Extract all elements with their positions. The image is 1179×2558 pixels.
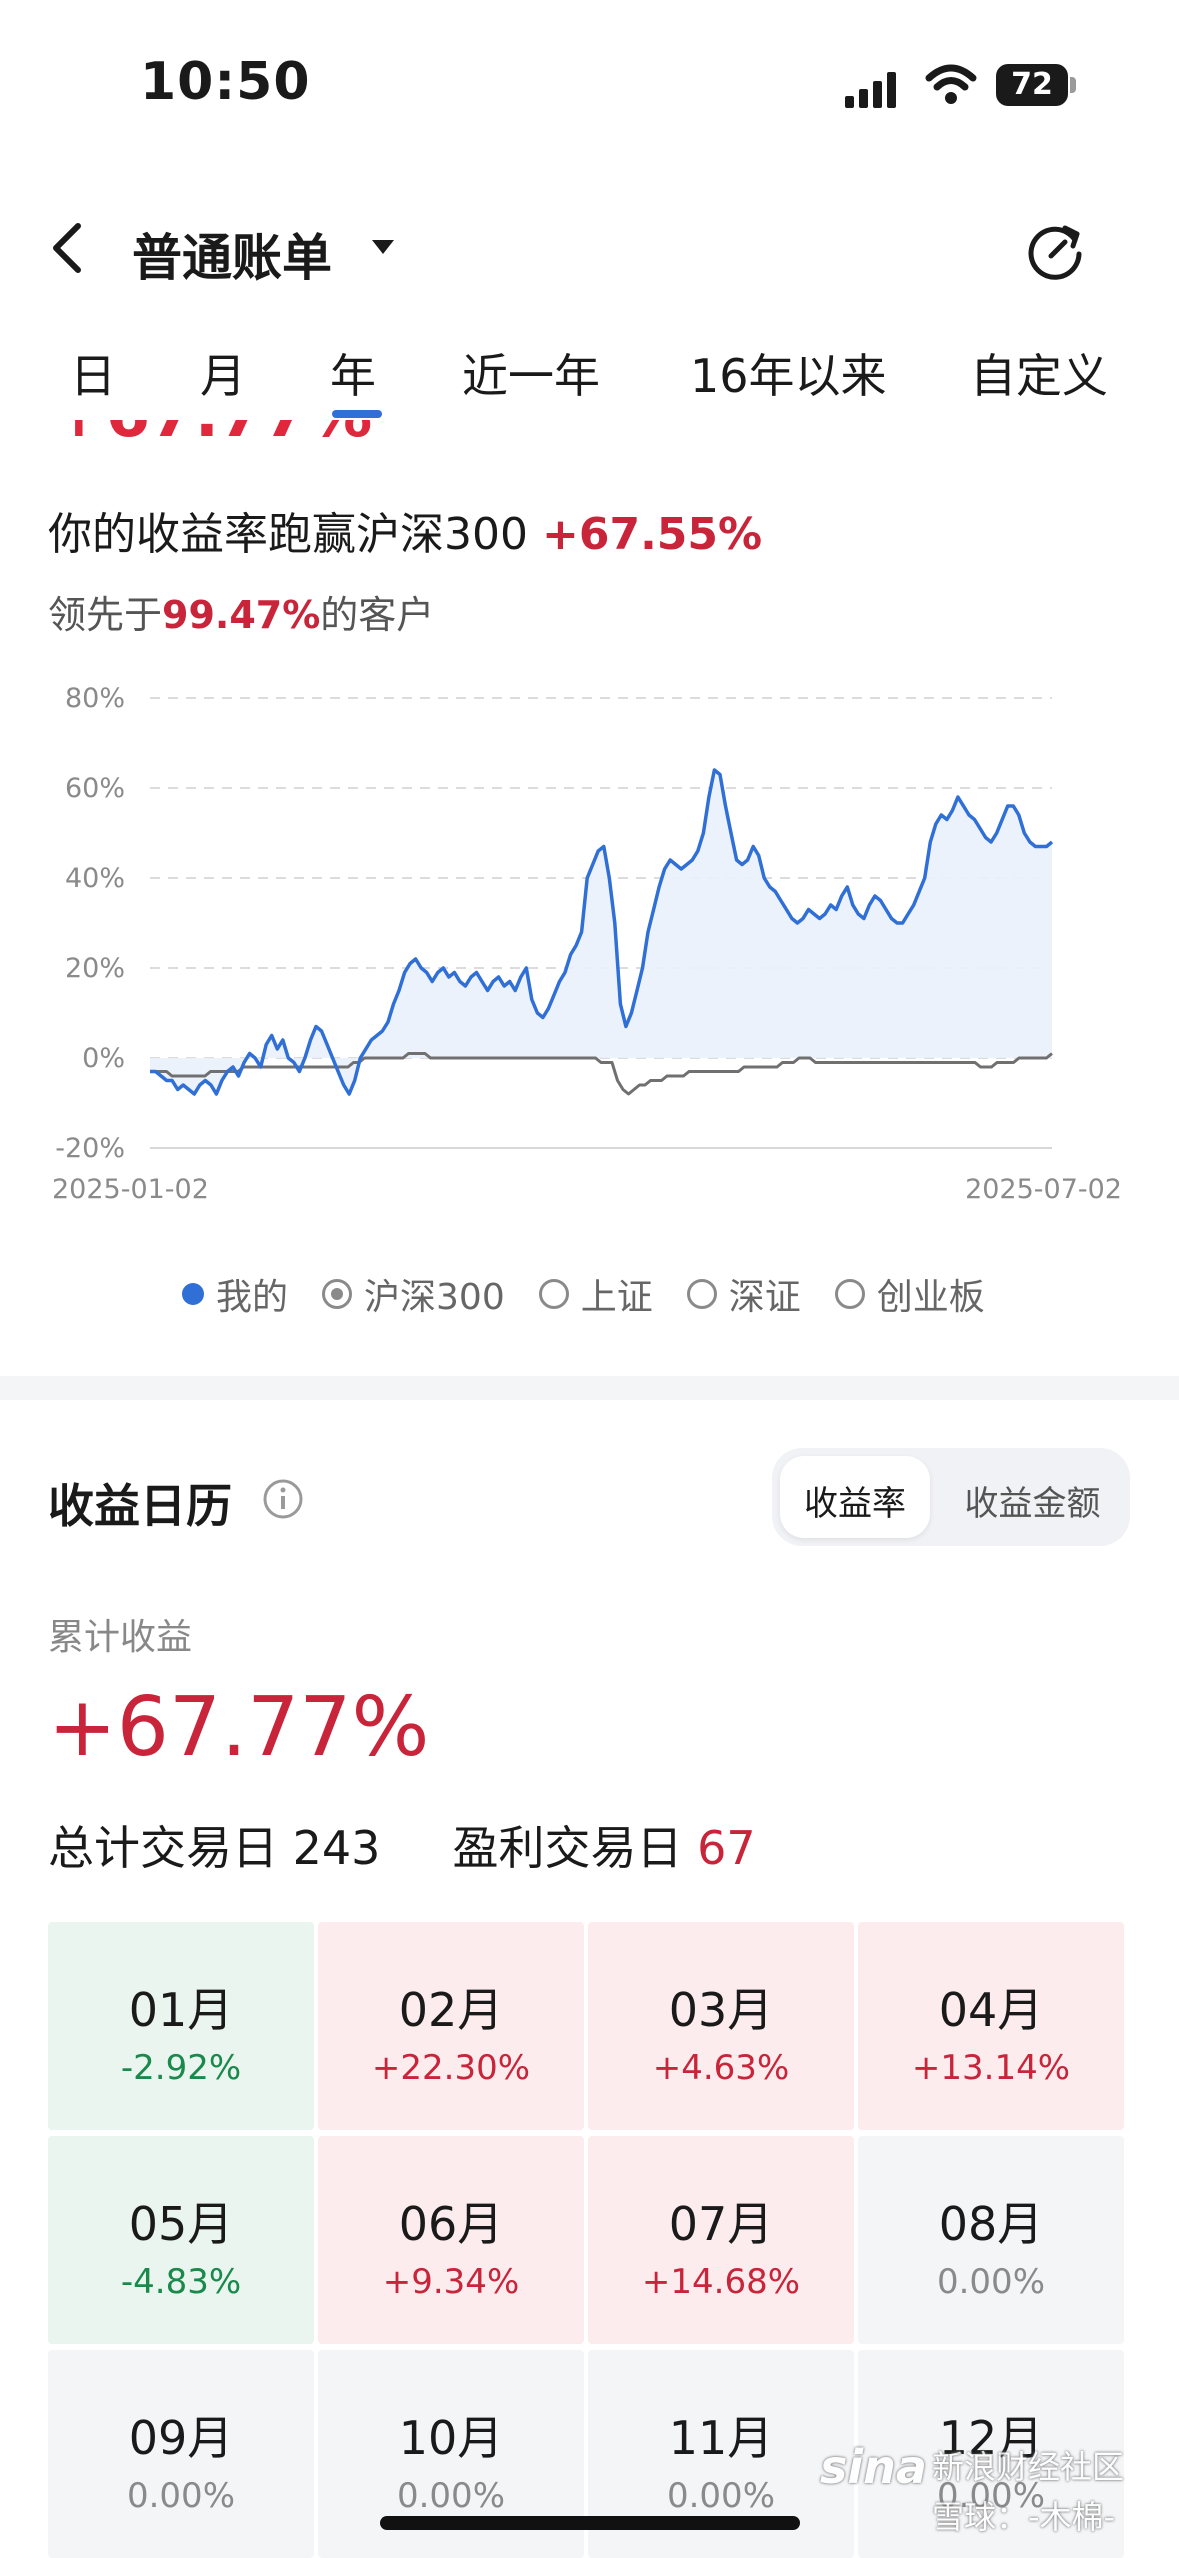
month-return: 0.00% xyxy=(396,2476,505,2516)
series-line-hs300 xyxy=(150,1052,1053,1096)
y-tick-label: 20% xyxy=(65,953,125,984)
legend-item-hs300[interactable]: 沪深300 xyxy=(322,1268,505,1320)
beat-benchmark-text: 你的收益率跑赢沪深300 +67.55% xyxy=(48,509,763,560)
tab-since-2016[interactable]: 16年以来 xyxy=(690,349,887,403)
legend-item-shanghai[interactable]: 上证 xyxy=(538,1268,653,1320)
trading-day-stats: 总计交易日 243 盈利交易日 67 xyxy=(48,1821,756,1875)
cumulative-return-label: 累计收益 xyxy=(48,1617,193,1658)
month-cell[interactable]: 08月 0.00% xyxy=(858,2136,1124,2344)
month-label: 10月 xyxy=(398,2411,504,2465)
sina-logo: sina xyxy=(820,2440,927,2494)
lead-customers-value: 99.47% xyxy=(162,593,321,637)
mine-area xyxy=(150,770,1052,1094)
month-label: 06月 xyxy=(398,2197,504,2251)
battery-level: 72 xyxy=(1011,67,1053,102)
return-line-chart[interactable]: 80% 60% 40% 20% 0% -20% 2025-01-02 2025-07-02 xyxy=(0,660,1179,1220)
month-return: +14.68% xyxy=(641,2262,801,2302)
month-label: 08月 xyxy=(938,2197,1044,2251)
month-return: 0.00% xyxy=(126,2476,235,2516)
calendar-title: 收益日历 xyxy=(48,1479,232,1533)
y-tick-label: 0% xyxy=(82,1043,125,1074)
legend-item-chinext[interactable]: 创业板 xyxy=(834,1268,985,1320)
page-title[interactable]: 普通账单 xyxy=(132,229,332,287)
month-cell[interactable]: 02月 +22.30% xyxy=(318,1922,584,2130)
month-return: 0.00% xyxy=(936,2476,1045,2516)
month-label: 03月 xyxy=(668,1983,774,2037)
section-divider xyxy=(0,1376,1179,1400)
month-label: 09月 xyxy=(128,2411,234,2465)
month-label: 01月 xyxy=(128,1983,234,2037)
y-tick-label: 40% xyxy=(65,863,125,894)
tab-month[interactable]: 月 xyxy=(200,349,246,403)
radio-selected-icon xyxy=(322,1279,353,1309)
radio-empty-icon xyxy=(686,1279,717,1309)
month-cell[interactable]: 05月 -4.83% xyxy=(48,2136,314,2344)
month-cell[interactable]: 06月 +9.34% xyxy=(318,2136,584,2344)
month-cell[interactable]: 12月 0.00% xyxy=(858,2350,1124,2558)
month-label: 05月 xyxy=(128,2197,234,2251)
tab-active-indicator xyxy=(332,410,382,418)
toggle-return-amount[interactable]: 收益金额 xyxy=(964,1484,1101,1524)
y-tick-label: 60% xyxy=(65,773,125,804)
chart-legend: 我的 沪深300 上证 深证 创业板 xyxy=(182,1268,1019,1320)
radio-empty-icon xyxy=(834,1279,865,1309)
month-return: -2.92% xyxy=(120,2048,242,2088)
month-return: +4.63% xyxy=(652,2048,790,2088)
month-return: 0.00% xyxy=(666,2476,775,2516)
month-label: 04月 xyxy=(938,1983,1044,2037)
x-tick-start: 2025-01-02 xyxy=(52,1174,209,1205)
tab-year[interactable]: 年 xyxy=(330,349,376,403)
month-label: 12月 xyxy=(938,2411,1044,2465)
caret-down-icon[interactable] xyxy=(370,238,396,256)
month-return: 0.00% xyxy=(936,2262,1045,2302)
month-label: 02月 xyxy=(398,1983,504,2037)
wifi-icon xyxy=(925,64,977,104)
y-tick-label: -20% xyxy=(55,1133,125,1164)
profit-trading-days: 67 xyxy=(697,1821,756,1875)
tab-day[interactable]: 日 xyxy=(70,349,116,403)
y-tick-label: 80% xyxy=(65,683,125,714)
home-indicator xyxy=(380,2516,800,2530)
status-time: 10:50 xyxy=(140,52,311,112)
month-cell[interactable]: 07月 +14.68% xyxy=(588,2136,854,2344)
info-icon[interactable] xyxy=(262,1478,304,1520)
month-cell[interactable]: 09月 0.00% xyxy=(48,2350,314,2558)
legend-dot-icon xyxy=(182,1283,204,1305)
toggle-return-rate[interactable]: 收益率 xyxy=(804,1484,906,1524)
lead-customers-text: 领先于99.47%的客户 xyxy=(48,593,435,637)
month-label: 07月 xyxy=(668,2197,774,2251)
cellular-signal-icon xyxy=(845,72,896,108)
month-cell[interactable]: 01月 -2.92% xyxy=(48,1922,314,2130)
back-arrow-icon[interactable] xyxy=(48,220,88,276)
refresh-icon[interactable] xyxy=(1025,218,1089,282)
total-trading-days: 243 xyxy=(292,1821,381,1875)
month-return: -4.83% xyxy=(120,2262,242,2302)
month-return: +13.14% xyxy=(911,2048,1071,2088)
cumulative-return-value: +67.77% xyxy=(48,1680,430,1775)
tab-custom[interactable]: 自定义 xyxy=(970,349,1108,403)
return-value-clipped: +67.77% xyxy=(52,420,392,450)
tab-last-year[interactable]: 近一年 xyxy=(462,349,600,403)
month-label: 11月 xyxy=(668,2411,774,2465)
month-cell[interactable]: 04月 +13.14% xyxy=(858,1922,1124,2130)
battery-icon: 72 xyxy=(996,64,1078,106)
beat-benchmark-value: +67.55% xyxy=(541,509,763,560)
sina-watermark: sina 新浪财经社区 雪球：-木棉- xyxy=(820,2440,1125,2536)
legend-item-shenzhen[interactable]: 深证 xyxy=(686,1268,801,1320)
legend-item-mine[interactable]: 我的 xyxy=(182,1268,288,1320)
month-return: +22.30% xyxy=(371,2048,531,2088)
monthly-return-grid: 01月 -2.92% 02月 +22.30% 03月 +4.63% 04月 +13.14% 05… xyxy=(48,1922,1126,2558)
month-return: +9.34% xyxy=(382,2262,520,2302)
x-tick-end: 2025-07-02 xyxy=(965,1174,1122,1205)
radio-empty-icon xyxy=(538,1279,569,1309)
series-line-mine xyxy=(150,768,1054,1096)
month-cell[interactable]: 03月 +4.63% xyxy=(588,1922,854,2130)
toggle-active-bg xyxy=(780,1456,930,1538)
